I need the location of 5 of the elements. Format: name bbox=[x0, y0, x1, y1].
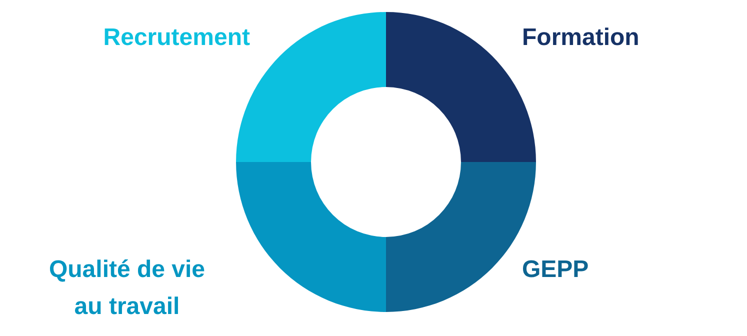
slice-label: GEPP bbox=[522, 256, 589, 282]
slice-label: Formation bbox=[522, 24, 640, 50]
donut-slice bbox=[236, 162, 386, 312]
slice-label: Qualité de vie au travail bbox=[48, 256, 206, 320]
slice-label: Recrutement bbox=[103, 24, 250, 50]
